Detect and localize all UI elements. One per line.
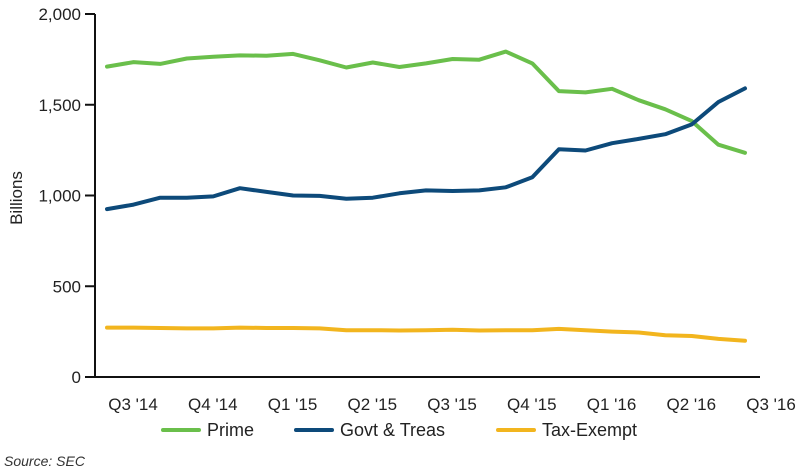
- series-line-tax-exempt: [105, 325, 747, 343]
- legend-label: Govt & Treas: [340, 420, 445, 440]
- x-tick-label: Q1 '15: [268, 395, 318, 414]
- source-note: Source: SEC: [4, 453, 86, 469]
- legend: Prime Govt & Treas Tax-Exempt: [161, 420, 637, 440]
- x-tick-label: Q2 '15: [347, 395, 397, 414]
- y-tick-label: 1,000: [38, 187, 81, 206]
- y-axis-ticks: 0 500 1,000 1,500 2,000: [38, 5, 95, 387]
- x-axis-ticks: Q3 '14 Q4 '14 Q1 '15 Q2 '15 Q3 '15 Q4 '15 Q1 '…: [108, 395, 796, 414]
- y-tick-label: 500: [53, 277, 81, 296]
- series-layer: [105, 49, 747, 343]
- y-tick-label: 0: [72, 368, 81, 387]
- series-line-govt-treas: [105, 86, 747, 212]
- x-tick-label: Q3 '16: [746, 395, 796, 414]
- y-tick-label: 2,000: [38, 5, 81, 24]
- x-tick-label: Q3 '15: [427, 395, 477, 414]
- y-axis-title: Billions: [7, 171, 26, 225]
- series-line-prime: [105, 49, 747, 155]
- x-tick-label: Q1 '16: [587, 395, 637, 414]
- x-tick-label: Q2 '16: [666, 395, 716, 414]
- x-tick-label: Q3 '14: [108, 395, 158, 414]
- x-tick-label: Q4 '15: [507, 395, 557, 414]
- x-tick-label: Q4 '14: [188, 395, 238, 414]
- y-tick-label: 1,500: [38, 96, 81, 115]
- legend-label: Prime: [207, 420, 254, 440]
- legend-label: Tax-Exempt: [542, 420, 637, 440]
